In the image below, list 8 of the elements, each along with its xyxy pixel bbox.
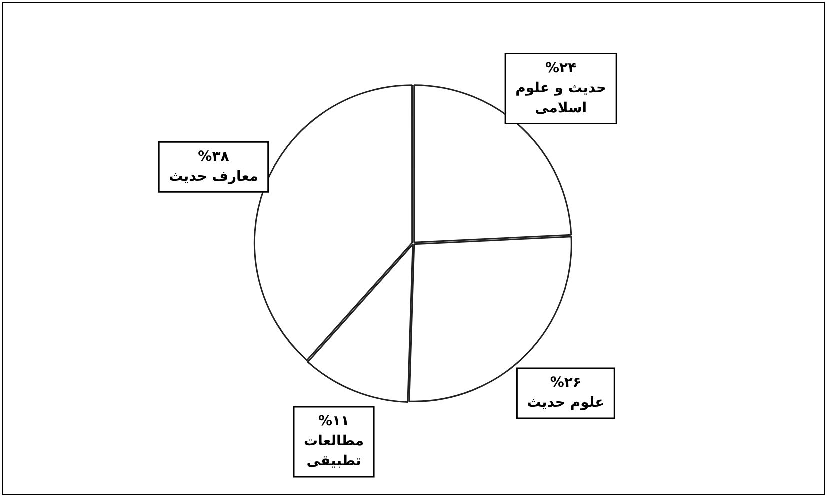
data-label: %۲۶: [550, 375, 582, 392]
data-label: %۱۱: [318, 414, 350, 430]
data-label: %۲۴: [546, 60, 578, 76]
slice-label: حدیث و علوم اسلامی: [516, 80, 607, 116]
slice-label: علوم حدیث: [527, 395, 605, 412]
data-label: %۳۸: [198, 148, 230, 165]
slice-label: مطالعات تطبیقی: [304, 434, 364, 470]
slice-label: معارف حدیث: [169, 168, 258, 185]
